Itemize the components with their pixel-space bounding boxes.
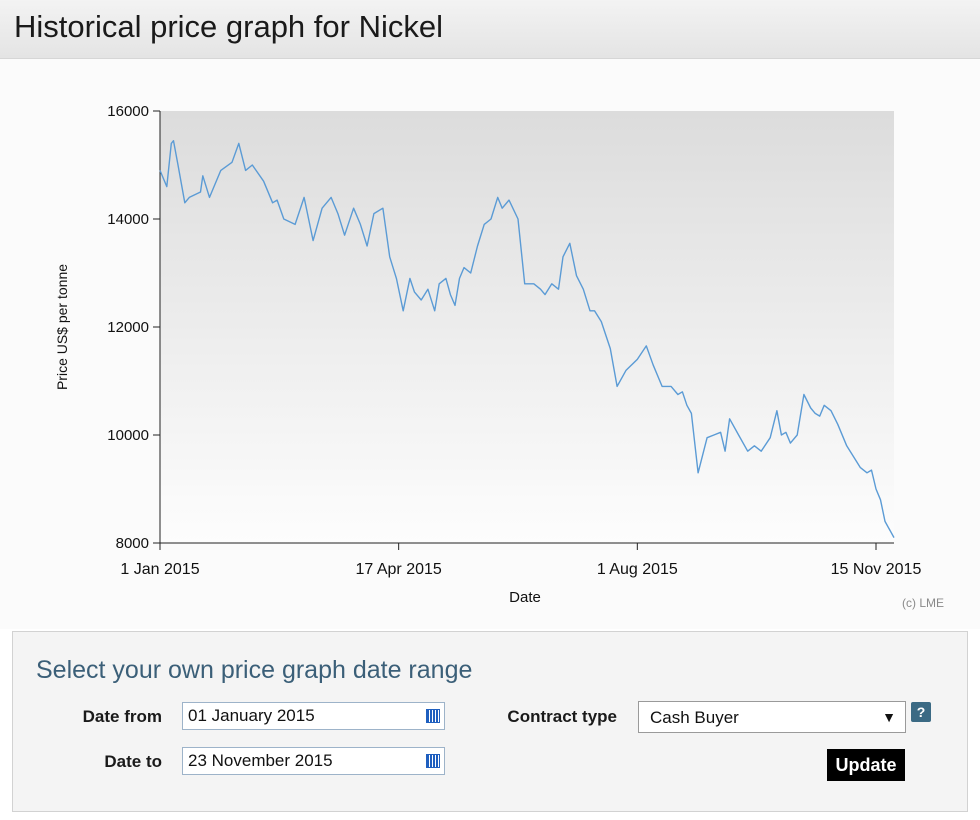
x-tick-label: 1 Aug 2015: [597, 561, 678, 578]
date-to-field[interactable]: [182, 747, 445, 775]
series-layer: [159, 139, 895, 538]
date-from-label: Date from: [82, 707, 162, 726]
x-axis: 1 Jan 2015 17 Apr 2015 1 Aug 2015 15 Nov 20…: [120, 542, 922, 578]
page-title: Historical price graph for Nickel: [14, 9, 443, 44]
x-axis-label: Date: [509, 589, 541, 606]
page-header: Historical price graph for Nickel: [0, 0, 980, 59]
y-tick-label: 16000: [107, 103, 149, 120]
calendar-icon[interactable]: [426, 754, 440, 768]
copyright-text: (c) LME: [902, 596, 944, 610]
date-to-label: Date to: [104, 752, 162, 771]
date-range-panel: Select your own price graph date range D…: [12, 631, 968, 812]
date-to-input[interactable]: [188, 751, 413, 771]
x-tick-label: 1 Jan 2015: [120, 561, 199, 578]
chart-svg: 8000 10000 12000 14000 16000 1 Jan 2015 17 Ap…: [54, 103, 922, 606]
y-axis-label: Price US$ per tonne: [54, 264, 70, 390]
contract-type-select[interactable]: Cash Buyer ▼: [638, 701, 906, 733]
panel-title: Select your own price graph date range: [36, 656, 473, 684]
y-tick-label: 12000: [107, 319, 149, 336]
y-tick-label: 14000: [107, 211, 149, 228]
x-tick-label: 17 Apr 2015: [356, 561, 442, 578]
update-button[interactable]: Update: [827, 749, 905, 781]
x-tick-label: 15 Nov 2015: [831, 561, 922, 578]
date-from-field[interactable]: [182, 702, 445, 730]
y-axis: 8000 10000 12000 14000 16000: [107, 103, 161, 552]
chevron-down-icon: ▼: [882, 709, 896, 725]
help-icon[interactable]: ?: [911, 702, 931, 722]
y-tick-label: 10000: [107, 427, 149, 444]
contract-type-value: Cash Buyer: [650, 708, 739, 727]
y-tick-label: 8000: [116, 535, 149, 552]
plot-background: [160, 111, 894, 543]
date-from-input[interactable]: [188, 706, 413, 726]
calendar-icon[interactable]: [426, 709, 440, 723]
price-chart: 8000 10000 12000 14000 16000 1 Jan 2015 17 Ap…: [0, 59, 980, 629]
contract-type-label: Contract type: [507, 707, 617, 726]
price-series-line: [159, 139, 895, 538]
